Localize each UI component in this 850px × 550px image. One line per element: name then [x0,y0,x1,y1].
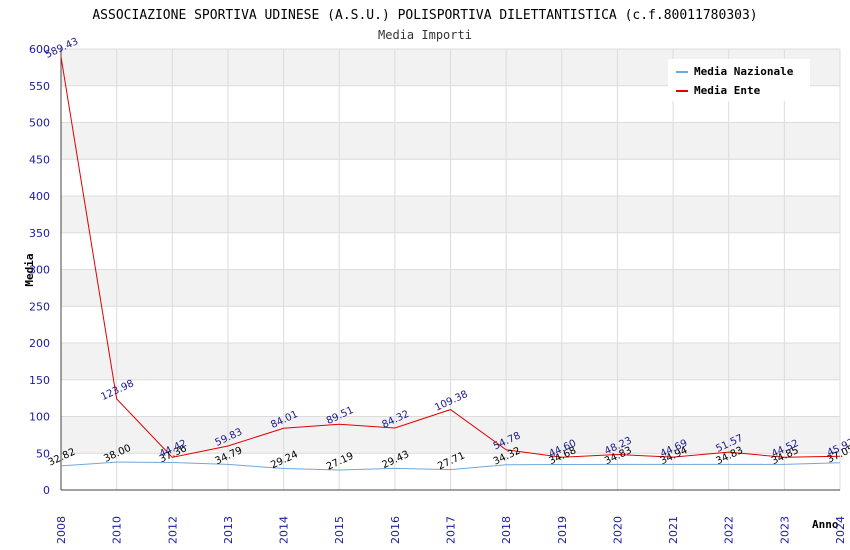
x-tick-label: 2015 [333,516,346,544]
x-tick-label: 2010 [111,516,124,544]
grid-lines [60,48,841,491]
y-tick-label: 200 [29,337,50,350]
y-ticks: 0 50 100 150 200 250 300 350 400 450 500 550 600 [29,43,50,497]
x-tick-label: 2021 [667,516,680,544]
x-tick-label: 2022 [723,516,736,544]
x-axis-label: Anno [812,518,839,531]
series-lines [60,56,841,471]
y-tick-label: 450 [29,153,50,166]
x-tick-label: 2012 [166,516,179,544]
legend: Media Nazionale Media Ente [668,59,810,101]
y-tick-label: 150 [29,374,50,387]
y-tick-label: 300 [29,264,50,277]
x-tick-label: 2017 [445,516,458,544]
x-ticks: 2008 2010 2012 2013 2014 2015 2016 2017 2018 2019… [55,516,847,544]
y-tick-label: 550 [29,80,50,93]
y-tick-label: 600 [29,43,50,56]
y-tick-label: 350 [29,227,50,240]
legend-label-nazionale: Media Nazionale [694,65,794,78]
y-tick-label: 500 [29,117,50,130]
x-tick-label: 2019 [556,516,569,544]
y-tick-label: 50 [36,447,50,460]
x-tick-label: 2024 [834,516,847,544]
legend-label-ente: Media Ente [694,84,761,97]
chart-title: ASSOCIAZIONE SPORTIVA UDINESE (A.S.U.) P… [92,8,757,23]
x-tick-label: 2013 [222,516,235,544]
y-tick-label: 0 [43,484,50,497]
x-tick-label: 2016 [389,516,402,544]
y-tick-label: 250 [29,300,50,313]
series-line-nazionale [60,461,841,471]
x-tick-label: 2008 [55,516,68,544]
chart-subtitle: Media Importi [378,28,472,42]
legend-box [668,59,810,101]
y-tick-label: 400 [29,190,50,203]
x-tick-label: 2020 [611,516,624,544]
y-tick-label: 100 [29,411,50,424]
x-tick-label: 2014 [278,516,291,544]
y-axis-label: Media [23,253,36,286]
x-tick-label: 2018 [500,516,513,544]
x-tick-label: 2023 [778,516,791,544]
series-line-ente [60,56,841,458]
